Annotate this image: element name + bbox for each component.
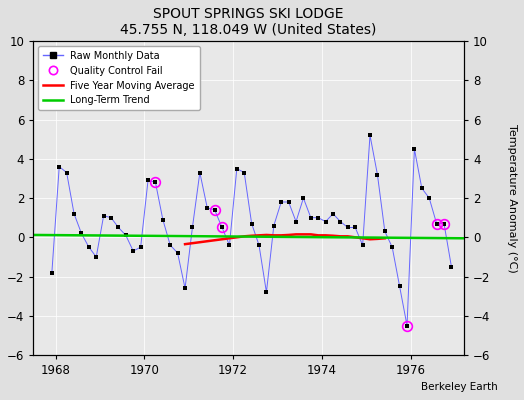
Y-axis label: Temperature Anomaly (°C): Temperature Anomaly (°C) xyxy=(507,124,517,272)
Legend: Raw Monthly Data, Quality Control Fail, Five Year Moving Average, Long-Term Tren: Raw Monthly Data, Quality Control Fail, … xyxy=(38,46,200,110)
Text: Berkeley Earth: Berkeley Earth xyxy=(421,382,498,392)
Title: SPOUT SPRINGS SKI LODGE
45.755 N, 118.049 W (United States): SPOUT SPRINGS SKI LODGE 45.755 N, 118.04… xyxy=(121,7,377,37)
